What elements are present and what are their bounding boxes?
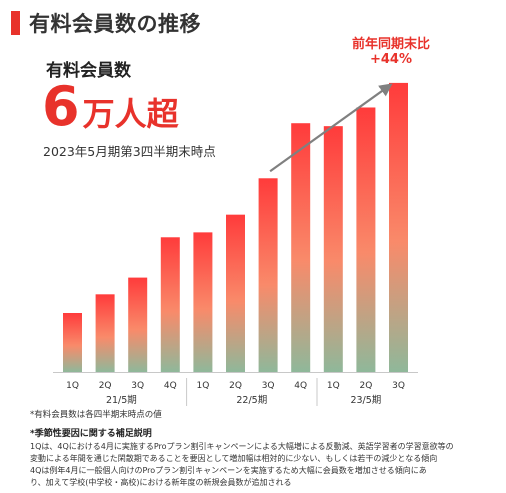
bar <box>389 82 408 373</box>
bar <box>160 237 180 372</box>
kpi-value: 6 万人超 <box>42 80 179 134</box>
bar <box>193 232 213 372</box>
yoy-value: +44% <box>369 52 412 67</box>
page-title: 有料会員数の推移 <box>29 12 201 36</box>
x-tick-label: 1Q <box>196 381 209 391</box>
x-tick-label: 1Q <box>66 381 79 391</box>
supplementary-line: 変動による年間を通じた閑散期であることを要因として増加幅は相対的に少ない、もしく… <box>30 454 438 463</box>
trend-arrow <box>269 83 393 173</box>
fiscal-year-label: 22/5期 <box>236 395 267 406</box>
bar <box>63 313 82 372</box>
x-tick-label: 1Q <box>327 381 340 391</box>
x-tick-label: 2Q <box>229 381 242 391</box>
x-tick-label: 4Q <box>164 381 177 391</box>
x-tick-label: 2Q <box>99 381 112 391</box>
kpi-note: 2023年5月期第3四半期末時点 <box>43 144 216 159</box>
fiscal-year-label: 21/5期 <box>106 395 137 406</box>
x-tick-label: 3Q <box>131 381 144 391</box>
fiscal-year-label: 23/5期 <box>350 395 381 406</box>
bar <box>323 126 343 373</box>
x-tick-label: 4Q <box>294 381 307 391</box>
supplementary-line: り、加えて学校(中学校・高校)における新年度の新規会員数が追加される <box>30 478 292 487</box>
bar <box>258 178 278 372</box>
title-accent-bar <box>11 11 20 35</box>
bar <box>226 214 245 372</box>
kpi-unit: 万人超 <box>82 95 179 133</box>
kpi-number: 6 <box>42 75 80 138</box>
x-tick-label: 2Q <box>359 381 372 391</box>
x-tick-label: 3Q <box>262 381 275 391</box>
supplementary-title: *季節性要因に関する補足説明 <box>30 429 152 439</box>
kpi-label: 有料会員数 <box>46 61 131 81</box>
x-tick-label: 3Q <box>392 381 405 391</box>
bar <box>291 123 311 372</box>
footnote: *有料会員数は各四半期末時点の値 <box>30 410 162 420</box>
bar <box>128 277 148 372</box>
bar <box>356 107 376 372</box>
supplementary-line: 1Qは、4Qにおける4月に実施するProプラン割引キャンペーンによる大幅増による… <box>30 442 454 451</box>
supplementary-line: 4Qは例年4月に一般個人向けのProプラン割引キャンペーンを実施するため大幅に会… <box>30 466 427 475</box>
bar <box>95 294 115 372</box>
yoy-label: 前年同期末比 <box>351 37 430 52</box>
